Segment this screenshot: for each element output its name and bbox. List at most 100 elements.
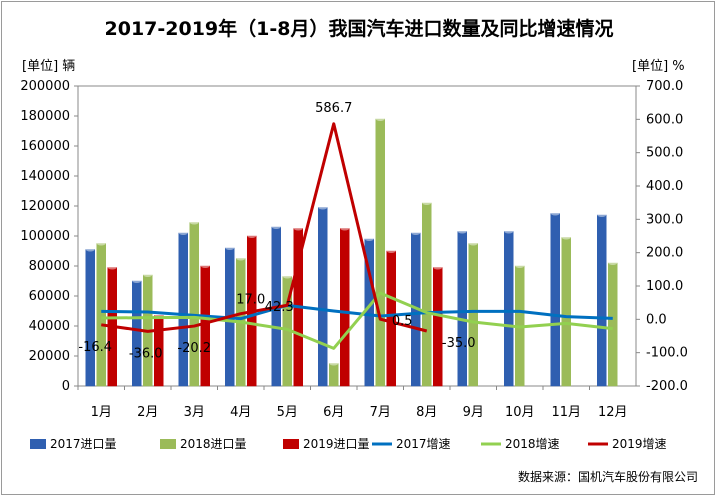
bar-cap	[85, 247, 95, 252]
bar-cap	[364, 237, 374, 241]
bar-shade	[375, 119, 385, 386]
right-tick-label: 200.0	[646, 246, 683, 261]
bar-cap	[597, 213, 607, 217]
line-2019增速	[101, 122, 428, 333]
x-tick-label: 8月	[416, 405, 437, 420]
bar-shade	[282, 276, 292, 386]
bar-shade	[433, 267, 443, 386]
left-tick-label: 160000	[20, 139, 70, 154]
x-tick-label: 3月	[184, 405, 205, 420]
right-tick-label: 600.0	[646, 112, 683, 127]
bar-cap	[200, 264, 210, 268]
bar-shade	[200, 266, 210, 386]
bar-cap	[386, 249, 396, 253]
legend-label: 2017进口量	[50, 437, 117, 451]
bar-cap	[282, 274, 292, 279]
data-label: -35.0	[442, 336, 476, 351]
bar-cap	[550, 211, 560, 216]
bar-shade	[329, 363, 339, 386]
bar-cap	[375, 117, 385, 121]
legend-label: 2017增速	[396, 437, 451, 451]
data-label: -36.0	[129, 346, 163, 361]
legend-label: 2019增速	[612, 437, 667, 451]
bar-cap	[236, 256, 246, 261]
x-tick-label: 12月	[598, 405, 628, 420]
legend-label: 2019进口量	[303, 437, 370, 451]
left-tick-label: 40000	[29, 319, 70, 334]
x-tick-label: 11月	[551, 405, 581, 420]
bar-shade	[364, 239, 374, 386]
bar-cap	[132, 279, 142, 283]
right-tick-label: 300.0	[646, 212, 683, 227]
legend-label: 2018进口量	[180, 437, 247, 451]
left-tick-label: 20000	[29, 349, 70, 364]
bar-cap	[433, 265, 443, 270]
bar-cap	[504, 229, 514, 234]
bar-cap	[96, 241, 106, 246]
bar-shade	[386, 251, 396, 386]
bar-cap	[340, 226, 350, 231]
bar-cap	[318, 205, 328, 210]
data-label: 586.7	[315, 101, 352, 116]
right-tick-label: -200.0	[646, 379, 688, 394]
data-label: -20.2	[177, 341, 211, 356]
bar-shade	[550, 213, 560, 386]
left-axis-unit: [单位] 辆	[22, 59, 76, 74]
bar-cap	[515, 264, 525, 268]
bar-cap	[561, 235, 571, 240]
bar-shade	[178, 233, 188, 386]
bar-cap	[457, 229, 467, 234]
bar-cap	[225, 246, 235, 250]
x-tick-label: 4月	[230, 405, 251, 420]
bar-cap	[143, 273, 153, 277]
bar-shade	[422, 203, 432, 386]
right-tick-label: 100.0	[646, 279, 683, 294]
x-tick-label: 7月	[370, 405, 391, 420]
x-tick-label: 1月	[91, 405, 112, 420]
left-tick-label: 200000	[20, 79, 70, 94]
x-tick-label: 5月	[277, 405, 298, 420]
data-label: 0.5	[392, 314, 413, 329]
x-tick-label: 6月	[323, 405, 344, 420]
data-label: 42.3	[265, 300, 294, 315]
bar-cap	[422, 201, 432, 205]
bar-shade	[340, 228, 350, 386]
bar-cap	[178, 231, 188, 235]
legend-swatch	[30, 439, 46, 449]
data-label: -16.4	[78, 340, 112, 355]
left-tick-label: 60000	[29, 289, 70, 304]
right-tick-label: 400.0	[646, 179, 683, 194]
x-tick-label: 10月	[505, 405, 535, 420]
data-label: 17.0	[236, 293, 265, 308]
data-source: 数据来源：国机汽车股份有限公司	[517, 470, 698, 484]
legend-label: 2018增速	[505, 437, 560, 451]
bar-cap	[608, 261, 618, 265]
bar-cap	[468, 241, 478, 246]
bar-shade	[468, 243, 478, 386]
bar-shade	[85, 249, 95, 386]
line-2017增速	[101, 303, 613, 321]
x-tick-label: 2月	[137, 405, 158, 420]
chart-title: 2017-2019年（1-8月）我国汽车进口数量及同比增速情况	[104, 18, 614, 40]
bar-cap	[411, 231, 421, 235]
legend-swatch	[283, 439, 299, 449]
bar-shade	[457, 231, 467, 386]
left-tick-label: 100000	[20, 229, 70, 244]
right-tick-label: 0.0	[646, 312, 667, 327]
x-tick-label: 9月	[463, 405, 484, 420]
left-tick-label: 140000	[20, 169, 70, 184]
left-tick-label: 0	[62, 379, 70, 394]
bar-shade	[189, 222, 199, 386]
left-tick-label: 80000	[29, 259, 70, 274]
bar-shade	[608, 263, 618, 386]
bar-shade	[318, 207, 328, 386]
bar-cap	[293, 226, 303, 231]
right-axis-unit: [单位] %	[632, 59, 685, 74]
left-tick-label: 180000	[20, 109, 70, 124]
right-tick-label: -100.0	[646, 346, 688, 361]
right-tick-label: 700.0	[646, 79, 683, 94]
right-tick-label: 500.0	[646, 146, 683, 161]
bar-shade	[154, 315, 164, 386]
bar-shade	[504, 231, 514, 386]
